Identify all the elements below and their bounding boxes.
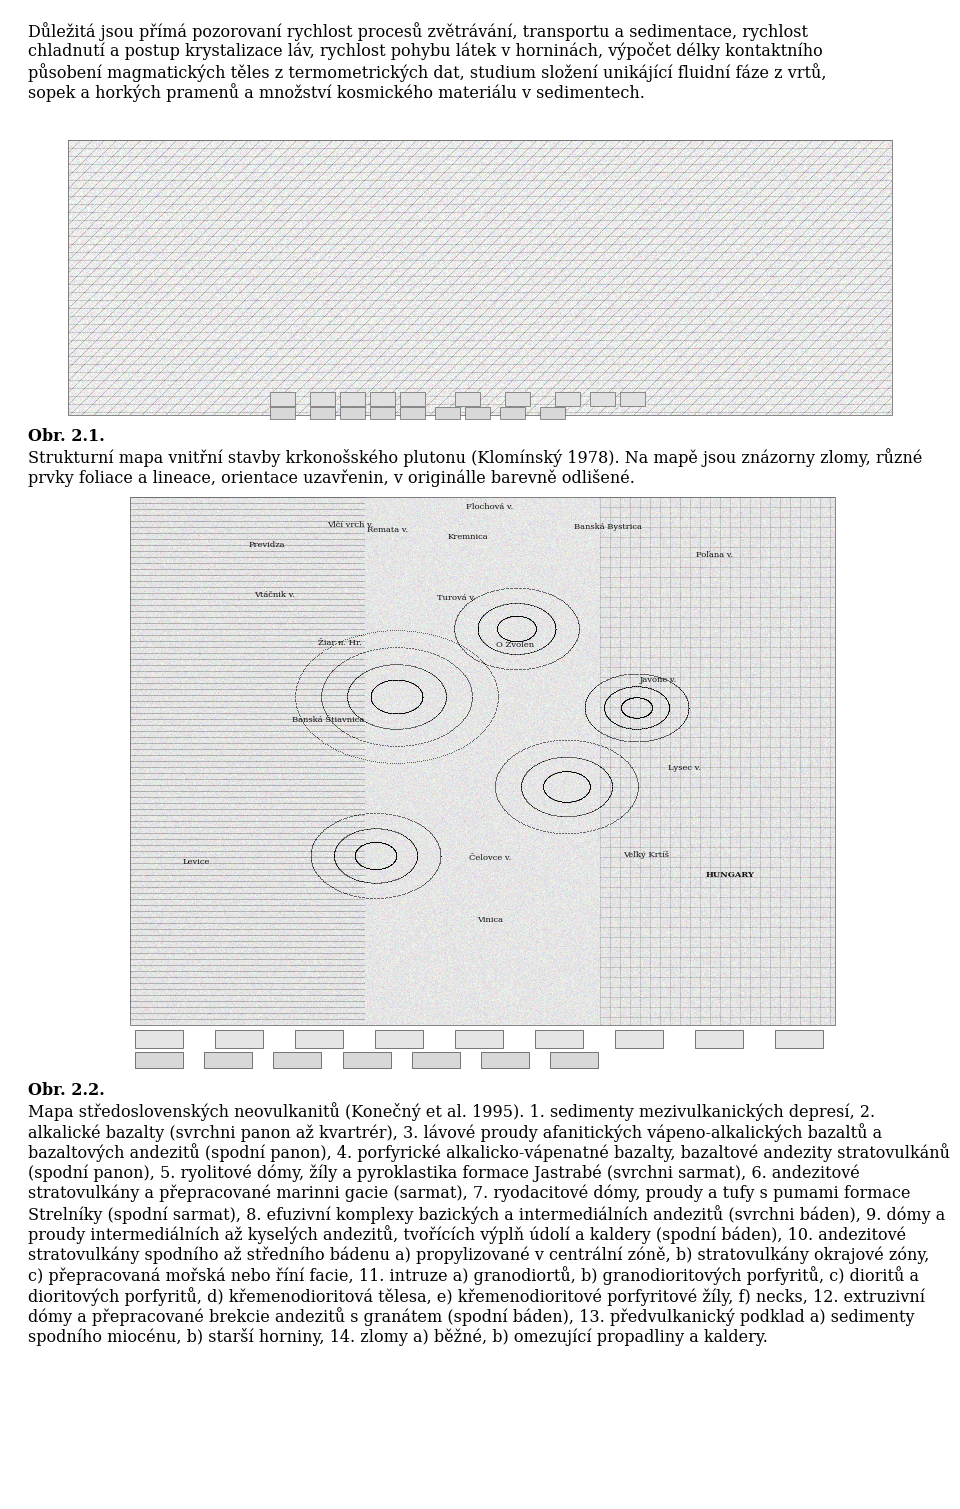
- Text: dioritových porfyritů, d) křemenodioritová tělesa, e) křemenodioritové porfyrito: dioritových porfyritů, d) křemenodiorito…: [28, 1287, 925, 1305]
- Text: Čelovce v.: Čelovce v.: [468, 854, 511, 862]
- Bar: [340, 392, 365, 406]
- Bar: [295, 1031, 343, 1047]
- Text: Turová v.: Turová v.: [437, 595, 475, 602]
- Bar: [204, 1052, 252, 1068]
- Bar: [555, 392, 580, 406]
- Text: Obr. 2.1.: Obr. 2.1.: [28, 429, 105, 445]
- Bar: [615, 1031, 663, 1047]
- Text: Remata v.: Remata v.: [368, 527, 409, 534]
- Bar: [343, 1052, 391, 1068]
- Bar: [370, 407, 395, 420]
- Text: prvky foliace a lineace, orientace uzavřenin, v originálle barevně odlišené.: prvky foliace a lineace, orientace uzavř…: [28, 469, 635, 487]
- Text: bazaltových andezitů (spodní panon), 4. porfyrické alkalicko-vápenatné bazalty, : bazaltových andezitů (spodní panon), 4. …: [28, 1144, 950, 1162]
- Text: HUNGARY: HUNGARY: [706, 871, 755, 880]
- Text: stratovulkány spodního až středního bádenu a) propylizované v centrální zóně, b): stratovulkány spodního až středního báde…: [28, 1246, 929, 1263]
- Text: Previdza: Previdza: [249, 542, 285, 549]
- Bar: [340, 407, 365, 420]
- Bar: [590, 392, 615, 406]
- Bar: [375, 1031, 423, 1047]
- Bar: [620, 392, 645, 406]
- Text: Banská Štiavnica: Banská Štiavnica: [292, 715, 364, 724]
- Text: Kremnica: Kremnica: [447, 533, 489, 542]
- Text: Vlčí vrch v.: Vlčí vrch v.: [326, 521, 373, 530]
- Bar: [274, 1052, 322, 1068]
- Text: působení magmatických těles z termometrických dat, studium složení unikájící flu: působení magmatických těles z termometri…: [28, 63, 827, 81]
- Text: Vinica: Vinica: [477, 916, 503, 924]
- Bar: [135, 1031, 183, 1047]
- Text: Obr. 2.2.: Obr. 2.2.: [28, 1082, 105, 1099]
- Text: Veľký Krtíš: Veľký Krtíš: [623, 851, 669, 859]
- Bar: [505, 392, 530, 406]
- Bar: [400, 407, 425, 420]
- Bar: [310, 392, 335, 406]
- Bar: [412, 1052, 460, 1068]
- Text: sopek a horkých pramenů a množství kosmického materiálu v sedimentech.: sopek a horkých pramenů a množství kosmi…: [28, 83, 645, 103]
- Bar: [465, 407, 490, 420]
- Text: dómy a přepracované brekcie andezitů s granátem (spodní báden), 13. předvulkanic: dómy a přepracované brekcie andezitů s g…: [28, 1307, 915, 1326]
- Bar: [500, 407, 525, 420]
- Text: stratovulkány a přepracované marinni gacie (sarmat), 7. ryodacitové dómy, proudy: stratovulkány a přepracované marinni gac…: [28, 1185, 910, 1203]
- Bar: [370, 392, 395, 406]
- Text: Žiar n. Hr.: Žiar n. Hr.: [318, 638, 362, 647]
- Text: Poľana v.: Poľana v.: [696, 551, 733, 558]
- Text: Javone v.: Javone v.: [639, 676, 677, 684]
- Bar: [310, 407, 335, 420]
- Bar: [695, 1031, 743, 1047]
- Bar: [540, 407, 565, 420]
- Text: c) přepracovaná mořská nebo říní facie, 11. intruze a) granodiortů, b) granodior: c) přepracovaná mořská nebo říní facie, …: [28, 1266, 919, 1286]
- Bar: [215, 1031, 263, 1047]
- Bar: [455, 1031, 503, 1047]
- Text: Důležitá jsou přímá pozorovaní rychlost procesů zvětrávání, transportu a sedimen: Důležitá jsou přímá pozorovaní rychlost …: [28, 23, 808, 41]
- Bar: [270, 392, 295, 406]
- Text: (spodní panon), 5. ryolitové dómy, žíly a pyroklastika formace Jastrabé (svrchni: (spodní panon), 5. ryolitové dómy, žíly …: [28, 1163, 860, 1182]
- Text: Vtáčnik v.: Vtáčnik v.: [254, 592, 296, 599]
- Bar: [481, 1052, 529, 1068]
- Bar: [130, 496, 835, 1025]
- Text: Lysec v.: Lysec v.: [668, 764, 702, 773]
- Bar: [550, 1052, 598, 1068]
- Text: Banská Bystrica: Banská Bystrica: [574, 524, 642, 531]
- Bar: [455, 392, 480, 406]
- Text: proudy intermediálních až kyselých andezitů, tvořících výplň údolí a kaldery (sp: proudy intermediálních až kyselých andez…: [28, 1225, 906, 1245]
- Text: spodního miocénu, b) starší horniny, 14. zlomy a) běžné, b) omezující propadliny: spodního miocénu, b) starší horniny, 14.…: [28, 1328, 768, 1346]
- Text: Flochová v.: Flochová v.: [467, 502, 514, 512]
- Bar: [435, 407, 460, 420]
- Text: Mapa středoslovenských neovulkanitů (Konečný et al. 1995). 1. sedimenty mezivulk: Mapa středoslovenských neovulkanitů (Kon…: [28, 1103, 876, 1121]
- Text: Strukturní mapa vnitřní stavby krkonošského plutonu (Klomínský 1978). Na mapě js: Strukturní mapa vnitřní stavby krkonošsk…: [28, 448, 923, 468]
- Text: Levice: Levice: [182, 859, 209, 866]
- Bar: [135, 1052, 183, 1068]
- Text: O Zvolen: O Zvolen: [496, 641, 534, 649]
- Bar: [535, 1031, 583, 1047]
- Text: alkalické bazalty (svrchni panon až kvartrér), 3. lávové proudy afanitických váp: alkalické bazalty (svrchni panon až kvar…: [28, 1123, 882, 1142]
- Bar: [68, 140, 892, 415]
- Text: chladnutí a postup krystalizace láv, rychlost pohybu látek v horninách, výpočet : chladnutí a postup krystalizace láv, ryc…: [28, 42, 823, 60]
- Bar: [400, 392, 425, 406]
- Bar: [775, 1031, 823, 1047]
- Bar: [270, 407, 295, 420]
- Text: Strelníky (spodní sarmat), 8. efuzivní komplexy bazických a intermediálních ande: Strelníky (spodní sarmat), 8. efuzivní k…: [28, 1206, 946, 1224]
